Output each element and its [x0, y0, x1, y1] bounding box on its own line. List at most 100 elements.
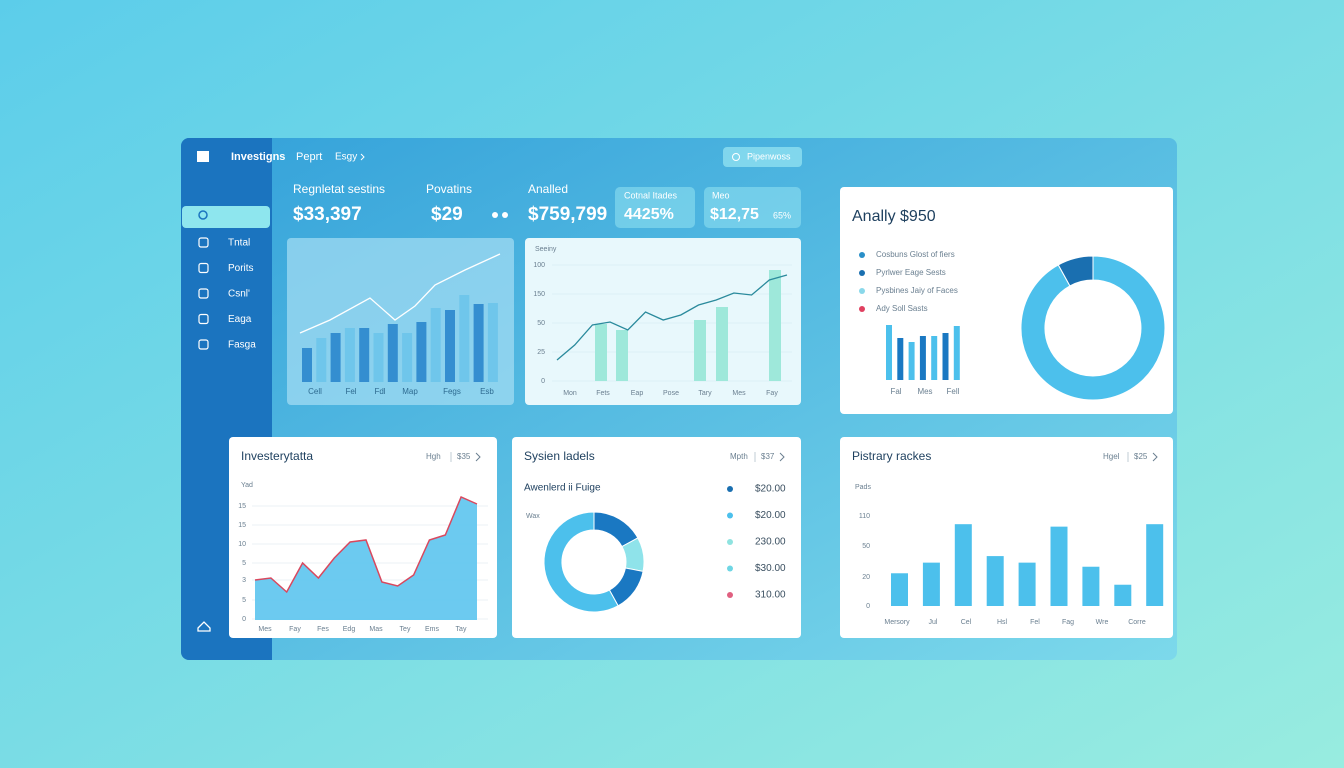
- y-tick-label: 25: [537, 349, 545, 356]
- x-tick-label: Tey: [400, 626, 411, 633]
- card: [840, 437, 1173, 638]
- bar: [387, 324, 398, 382]
- legend-dot: [859, 288, 865, 294]
- bar: [459, 295, 470, 382]
- chart-panel: [287, 238, 514, 405]
- nav-item[interactable]: Eaga: [228, 314, 252, 325]
- button-icon: [732, 153, 740, 161]
- kpi-label: Regnletat sestins: [293, 182, 385, 196]
- bar: [359, 328, 370, 382]
- x-tick-label: Fag: [1062, 619, 1074, 626]
- x-tick-label: Eap: [631, 390, 644, 397]
- bar: [1146, 524, 1164, 606]
- axis-label: Seeiny: [535, 246, 557, 253]
- x-tick-label: Hsl: [997, 619, 1008, 626]
- nav-item[interactable]: Tntal: [228, 238, 250, 249]
- app-name: Investigns: [231, 151, 285, 163]
- y-tick-label: 3: [242, 577, 246, 584]
- bar: [1114, 584, 1132, 606]
- kpi-box: [704, 187, 801, 228]
- card-meta: $35: [457, 452, 471, 461]
- card-title: Pistrary rackes: [852, 449, 931, 463]
- bar: [616, 330, 628, 381]
- sidebar-edge: [262, 138, 272, 660]
- bar: [953, 326, 960, 380]
- button-label[interactable]: Pipenwoss: [747, 151, 791, 161]
- nav-item[interactable]: Csnl': [228, 289, 250, 300]
- x-tick-label: Tary: [698, 390, 712, 397]
- bar: [886, 325, 892, 380]
- bar: [402, 333, 413, 382]
- kpi-value: 4425%: [624, 206, 674, 223]
- card-meta: Hgel: [1103, 452, 1120, 461]
- chevron: [360, 153, 365, 161]
- x-tick-label: Tay: [456, 626, 467, 633]
- legend-label: Ady Soll Sasts: [876, 304, 928, 313]
- y-tick-label: 0: [541, 378, 545, 385]
- kpi-label: Analled: [528, 182, 568, 196]
- logo: [197, 151, 209, 162]
- chevron[interactable]: [1152, 452, 1158, 462]
- y-tick-label: 15: [238, 522, 246, 529]
- card-title: Investerytatta: [241, 449, 313, 463]
- x-tick-label: Fay: [289, 626, 301, 633]
- top-button[interactable]: [723, 147, 802, 167]
- y-tick-label: 20: [862, 574, 870, 581]
- legend-dot: [859, 306, 865, 312]
- x-tick-label: Ems: [425, 626, 440, 633]
- x-tick-label: Cel: [961, 619, 972, 626]
- chevron[interactable]: [779, 452, 785, 462]
- card-meta: $25: [1134, 452, 1148, 461]
- x-tick-label: Mes: [732, 390, 746, 397]
- bar: [891, 573, 908, 606]
- axis-label: Wax: [526, 513, 540, 520]
- x-tick-label: Fay: [766, 390, 778, 397]
- donut-slice: [543, 511, 619, 613]
- y-tick-label: 150: [533, 291, 545, 298]
- bar: [302, 348, 312, 382]
- nav-link[interactable]: Peprt: [296, 151, 322, 163]
- bar: [942, 333, 949, 380]
- donut-slice: [1020, 255, 1166, 401]
- bar: [330, 333, 341, 382]
- card-meta: $37: [761, 452, 775, 461]
- home-icon[interactable]: [197, 621, 211, 632]
- area: [255, 497, 477, 620]
- bar: [595, 324, 607, 381]
- bar: [908, 342, 915, 380]
- kpi-value: $759,799: [528, 204, 607, 225]
- x-tick-label: Fets: [596, 390, 610, 397]
- bar: [897, 338, 904, 380]
- legend-label: Pyrlwer Eage Sests: [876, 268, 946, 277]
- kpi-box: [615, 187, 695, 228]
- search-item[interactable]: [182, 206, 270, 228]
- nav-icon: [198, 288, 209, 299]
- bar: [373, 333, 384, 382]
- legend-dot: [727, 512, 733, 519]
- legend-dot: [727, 486, 733, 492]
- kpi-value: $12,75: [710, 206, 759, 223]
- kpi-label: Povatins: [426, 182, 472, 196]
- x-tick-label: Fal: [890, 387, 901, 396]
- bar: [931, 336, 938, 380]
- y-tick-label: 0: [242, 616, 246, 623]
- x-tick-label: Mon: [563, 390, 577, 397]
- bar: [487, 303, 498, 382]
- bar: [416, 322, 427, 382]
- x-tick-label: Fel: [1030, 619, 1040, 626]
- nav-link[interactable]: Esgy: [335, 152, 357, 163]
- trend-line: [299, 253, 501, 334]
- chevron[interactable]: [475, 452, 481, 462]
- donut-slice: [1057, 255, 1094, 287]
- nav-item[interactable]: Fasga: [228, 340, 256, 351]
- nav-item[interactable]: Porits: [228, 263, 254, 274]
- kpi-value: $33,397: [293, 204, 362, 225]
- dot: [492, 212, 498, 218]
- dot: [502, 212, 508, 218]
- legend-dot: [727, 592, 733, 598]
- bar: [1050, 526, 1068, 606]
- legend-dot: [859, 270, 865, 276]
- x-tick-label: Fdl: [374, 387, 385, 396]
- legend-value: 230.00: [755, 537, 786, 548]
- bar: [922, 562, 940, 606]
